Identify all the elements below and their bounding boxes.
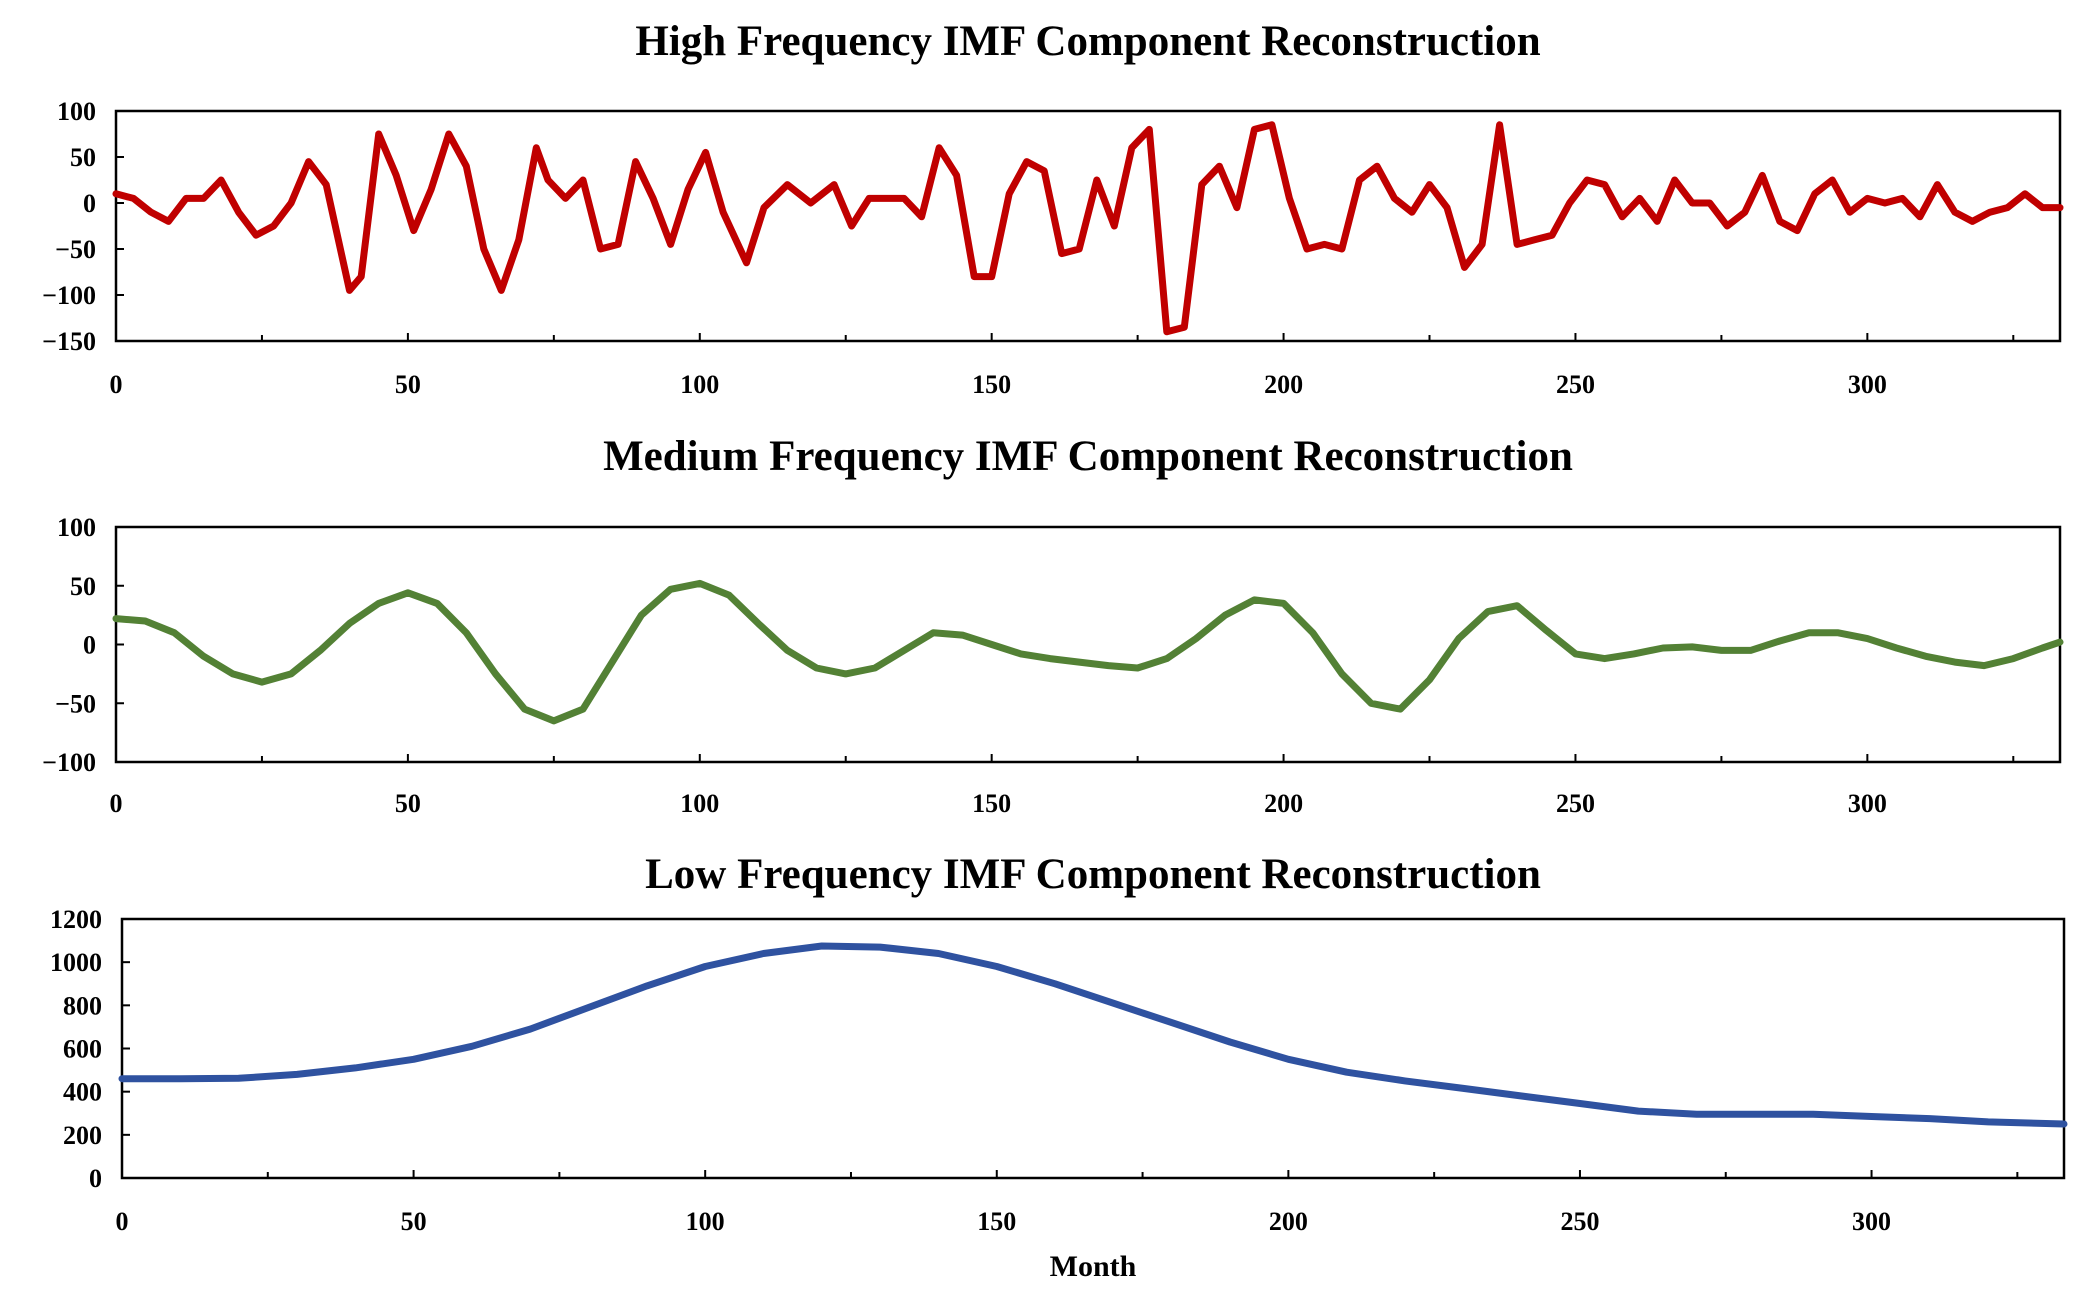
high-frequency-x-tick-label: 250 [1556, 370, 1595, 399]
low-frequency-x-tick-label: 50 [401, 1207, 427, 1236]
medium-frequency-x-tick-label: 50 [395, 789, 421, 818]
low-frequency-x-axis-label: Month [1050, 1250, 1137, 1283]
medium-frequency-x-tick-label: 100 [680, 789, 719, 818]
high-frequency-x-tick-label: 200 [1264, 370, 1303, 399]
medium-frequency-series-line [112, 579, 2064, 725]
medium-frequency-x-tick-label: 300 [1848, 789, 1887, 818]
low-frequency-y-tick-label: 600 [63, 1035, 102, 1064]
high-frequency-panel: High Frequency IMF Component Reconstruct… [42, 18, 2064, 399]
low-frequency-y-tick-label: 400 [63, 1078, 102, 1107]
low-frequency-x-tick-label: 0 [116, 1207, 129, 1236]
low-frequency-y-tick-label: 200 [63, 1121, 102, 1150]
medium-frequency-x-tick-label: 250 [1556, 789, 1595, 818]
low-frequency-chart-title: Low Frequency IMF Component Reconstructi… [645, 851, 1541, 898]
high-frequency-y-tick-label: 100 [57, 97, 96, 126]
high-frequency-x-tick-label: 0 [110, 370, 123, 399]
high-frequency-y-tick-label: 50 [70, 143, 96, 172]
low-frequency-y-tick-label: 1000 [50, 948, 102, 977]
high-frequency-x-tick-label: 100 [680, 370, 719, 399]
low-frequency-x-tick-label: 300 [1852, 1207, 1891, 1236]
low-frequency-x-tick-label: 200 [1269, 1207, 1308, 1236]
high-frequency-x-tick-label: 150 [972, 370, 1011, 399]
low-frequency-y-tick-label: 800 [63, 991, 102, 1020]
medium-frequency-x-tick-label: 150 [972, 789, 1011, 818]
medium-frequency-panel: Medium Frequency IMF Component Reconstru… [42, 433, 2064, 818]
medium-frequency-chart-title: Medium Frequency IMF Component Reconstru… [603, 433, 1573, 480]
medium-frequency-y-tick-label: −100 [42, 748, 96, 777]
medium-frequency-y-tick-label: −50 [55, 689, 96, 718]
high-frequency-y-tick-label: 0 [83, 189, 96, 218]
high-frequency-x-tick-label: 300 [1848, 370, 1887, 399]
high-frequency-chart-title: High Frequency IMF Component Reconstruct… [635, 18, 1540, 65]
high-frequency-y-tick-label: −100 [42, 281, 96, 310]
low-frequency-y-tick-label: 1200 [50, 905, 102, 934]
medium-frequency-x-tick-label: 0 [110, 789, 123, 818]
low-frequency-x-tick-label: 250 [1560, 1207, 1599, 1236]
low-frequency-x-tick-label: 100 [686, 1207, 725, 1236]
low-frequency-series-line [118, 942, 2068, 1128]
medium-frequency-y-tick-label: 100 [57, 513, 96, 542]
low-frequency-x-tick-label: 150 [977, 1207, 1016, 1236]
high-frequency-y-tick-label: −150 [42, 327, 96, 356]
high-frequency-plot-frame [114, 109, 2062, 343]
high-frequency-y-tick-label: −50 [55, 235, 96, 264]
low-frequency-y-tick-label: 0 [89, 1164, 102, 1193]
medium-frequency-y-tick-label: 0 [83, 631, 96, 660]
high-frequency-series-line [112, 121, 2064, 336]
medium-frequency-y-tick-label: 50 [70, 572, 96, 601]
low-frequency-panel: Low Frequency IMF Component Reconstructi… [50, 851, 2068, 1283]
medium-frequency-x-tick-label: 200 [1264, 789, 1303, 818]
high-frequency-x-tick-label: 50 [395, 370, 421, 399]
